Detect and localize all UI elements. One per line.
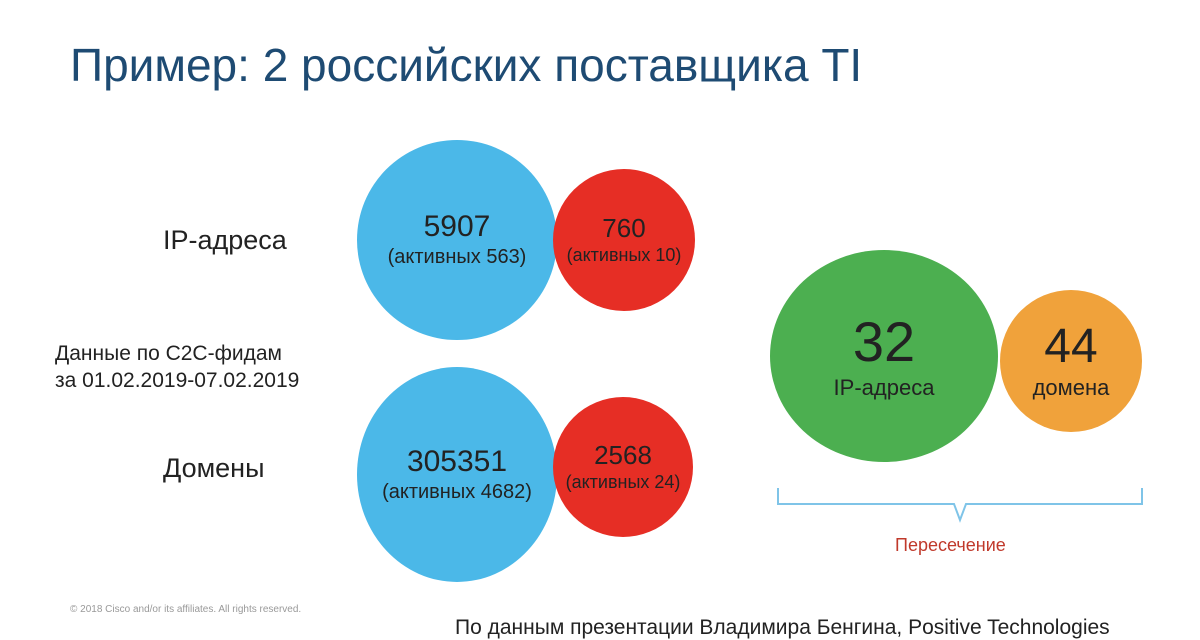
intersection-label: Пересечение: [895, 535, 1006, 555]
intersection-domains-circle: 44 домена: [1000, 290, 1142, 432]
data-period-note: Данные по C2C-фидам за 01.02.2019-07.02.…: [55, 340, 299, 394]
ip-provider-b-circle: 760 (активных 10): [553, 169, 695, 311]
intersection-ip-label: IP-адреса: [833, 375, 935, 400]
slide-title: Пример: 2 российских поставщика TI: [70, 39, 863, 91]
intersection-domains-count: 44: [1044, 320, 1098, 373]
domains-provider-b-count: 2568: [594, 440, 652, 470]
copyright-text: © 2018 Cisco and/or its affiliates. All …: [70, 604, 302, 615]
ip-provider-b-active: (активных 10): [566, 245, 682, 265]
source-credit: По данным презентации Владимира Бенгина,…: [455, 616, 1110, 639]
ip-row-label: IP-адреса: [163, 225, 287, 255]
domains-provider-b-circle: 2568 (активных 24): [553, 397, 693, 537]
domains-provider-a-active: (активных 4682): [382, 480, 532, 503]
note-line-1: Данные по C2C-фидам: [55, 342, 282, 365]
domains-provider-b-active: (активных 24): [565, 472, 681, 492]
intersection-domains-label: домена: [1032, 375, 1110, 400]
ip-provider-b-count: 760: [602, 213, 646, 243]
intersection-brace-icon: [777, 488, 1143, 523]
domains-row-label: Домены: [163, 453, 265, 483]
note-line-2: за 01.02.2019-07.02.2019: [55, 369, 300, 392]
ip-provider-a-active: (активных 563): [387, 246, 527, 268]
domains-provider-a-count: 305351: [406, 444, 508, 478]
intersection-ip-circle: 32 IP-адреса: [770, 250, 998, 462]
domains-provider-a-circle: 305351 (активных 4682): [357, 367, 557, 582]
intersection-ip-count: 32: [852, 310, 916, 373]
ip-provider-a-circle: 5907 (активных 563): [357, 140, 557, 340]
ip-provider-a-count: 5907: [423, 210, 491, 243]
